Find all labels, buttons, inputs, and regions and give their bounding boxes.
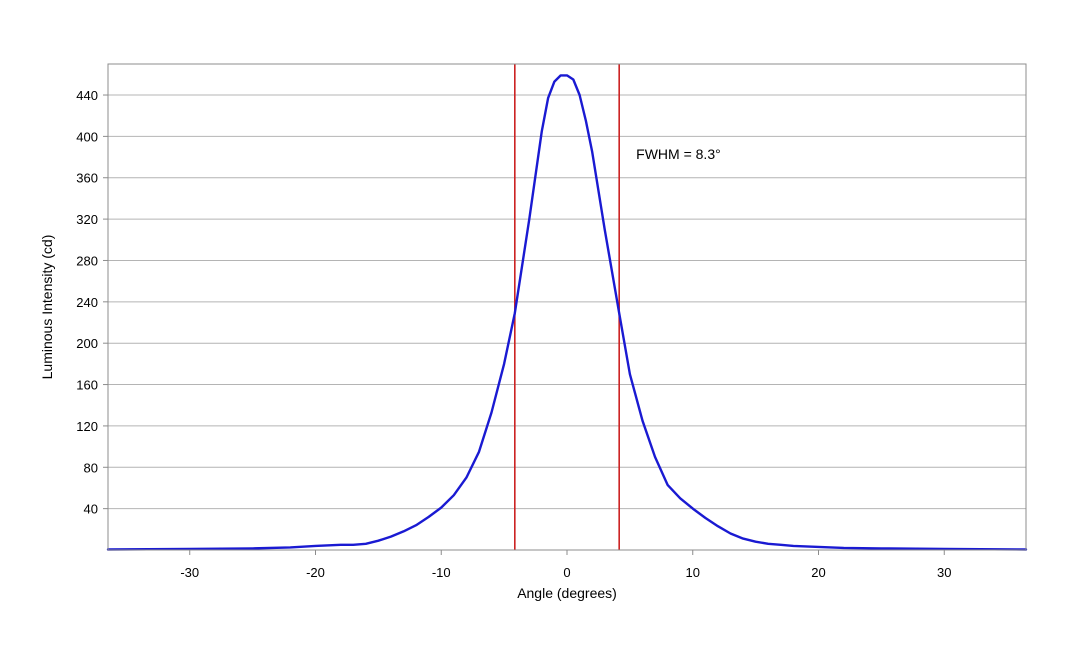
- y-tick-label: 280: [76, 253, 98, 268]
- y-tick-label: 80: [84, 460, 98, 475]
- series-line: [106, 74, 1028, 551]
- x-axis-label: Angle (degrees): [517, 585, 617, 601]
- x-tick-label: 10: [686, 565, 700, 580]
- y-axis-label: Luminous Intensity (cd): [39, 235, 55, 380]
- fwhm-annotation: FWHM = 8.3°: [636, 146, 721, 162]
- y-tick-label: 40: [84, 502, 98, 517]
- y-tick-label: 200: [76, 336, 98, 351]
- y-tick-label: 440: [76, 88, 98, 103]
- y-tick-label: 360: [76, 171, 98, 186]
- x-tick-label: -10: [432, 565, 451, 580]
- grid-lines: [108, 94, 1026, 510]
- x-tick-label: 30: [937, 565, 951, 580]
- y-tick-label: 240: [76, 295, 98, 310]
- y-tick-label: 160: [76, 378, 98, 393]
- x-tick-label: 20: [811, 565, 825, 580]
- y-tick-label: 400: [76, 129, 98, 144]
- fwhm-markers: [514, 64, 620, 550]
- y-axis-ticks: 40 80 120 160 200 240 280 320 360 400 440: [76, 88, 108, 517]
- x-tick-label: -20: [306, 565, 325, 580]
- y-tick-label: 120: [76, 419, 98, 434]
- plot-frame: [107, 63, 1027, 551]
- x-tick-label: 0: [563, 565, 570, 580]
- y-tick-label: 320: [76, 212, 98, 227]
- series-layer: [106, 74, 1028, 551]
- x-axis-ticks: -30 -20 -10 0 10 20 30: [180, 550, 951, 580]
- x-tick-label: -30: [180, 565, 199, 580]
- annotations: FWHM = 8.3°: [636, 146, 721, 162]
